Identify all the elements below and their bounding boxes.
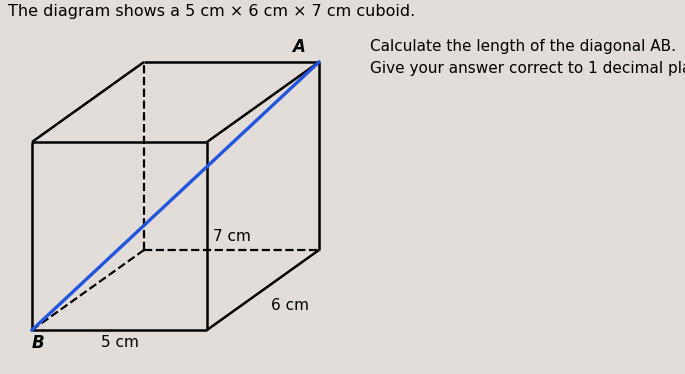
Text: B: B [32, 334, 45, 352]
Text: 7 cm: 7 cm [213, 229, 251, 243]
Text: A: A [292, 38, 305, 56]
Text: 6 cm: 6 cm [271, 298, 309, 313]
Text: Give your answer correct to 1 decimal place.: Give your answer correct to 1 decimal pl… [370, 61, 685, 76]
Text: The diagram shows a 5 cm × 6 cm × 7 cm cuboid.: The diagram shows a 5 cm × 6 cm × 7 cm c… [8, 4, 415, 19]
Text: Calculate the length of the diagonal AB.: Calculate the length of the diagonal AB. [370, 39, 676, 54]
Text: 5 cm: 5 cm [101, 335, 138, 350]
